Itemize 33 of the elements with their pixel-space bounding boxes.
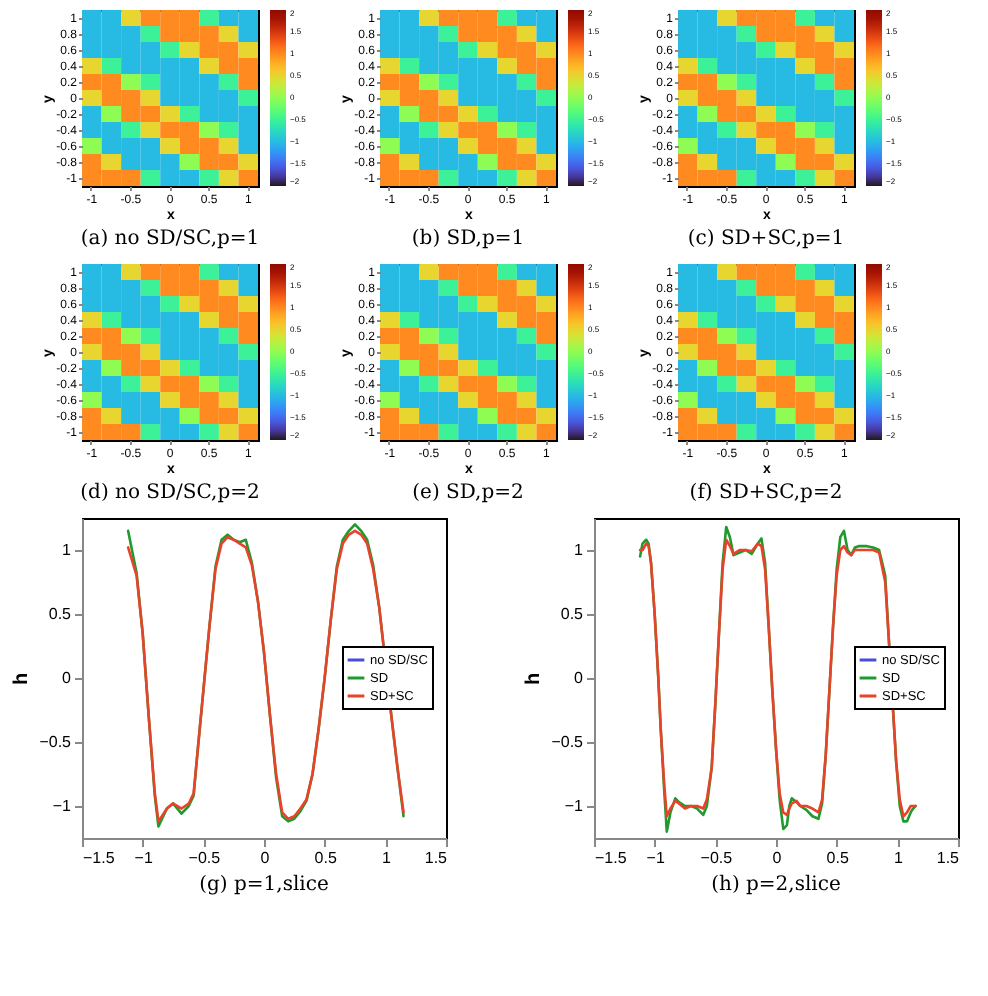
x-tick-label: −0.5 xyxy=(188,849,222,867)
y-axis-title: h xyxy=(523,672,546,686)
x-tick-label: 0 xyxy=(260,849,271,867)
y-tick-label: −1 xyxy=(564,797,585,815)
text: (b) SD,p=1 xyxy=(411,228,525,250)
y-tick-label: 0 xyxy=(574,669,585,687)
x-tick-label: 0.5 xyxy=(826,849,850,867)
y-tick-label: −1 xyxy=(52,797,73,815)
y-tick-label: 0.5 xyxy=(560,605,585,623)
x-tick-label: 1.5 xyxy=(424,849,449,867)
text: (g) p=1,slice xyxy=(199,874,329,896)
text: (d) no SD/SC,p=2 xyxy=(80,482,260,504)
x-tick-label: −0.5 xyxy=(700,849,734,867)
x-tick-label: 1 xyxy=(893,849,904,867)
text: (h) p=2,slice xyxy=(711,874,841,896)
x-tick-label: −1.5 xyxy=(595,849,628,867)
y-tick-label: −0.5 xyxy=(551,733,585,751)
y-tick-label: 1 xyxy=(62,541,73,559)
y-axis-title: h xyxy=(11,672,34,686)
text: (c) SD+SC,p=1 xyxy=(687,228,845,250)
x-tick-label: −1.5 xyxy=(83,849,116,867)
y-tick-label: −0.5 xyxy=(39,733,73,751)
y-tick-label: 1 xyxy=(574,541,585,559)
x-tick-label: 1.5 xyxy=(936,849,961,867)
text: (e) SD,p=2 xyxy=(412,482,524,504)
y-tick-label: 0.5 xyxy=(48,605,73,623)
text: (f) SD+SC,p=2 xyxy=(689,482,843,504)
text: (a) no SD/SC,p=1 xyxy=(80,228,260,250)
x-tick-label: 0.5 xyxy=(314,849,338,867)
y-tick-label: 0 xyxy=(62,669,73,687)
x-tick-label: −1 xyxy=(134,849,154,867)
x-tick-label: 0 xyxy=(772,849,783,867)
x-tick-label: 1 xyxy=(381,849,392,867)
